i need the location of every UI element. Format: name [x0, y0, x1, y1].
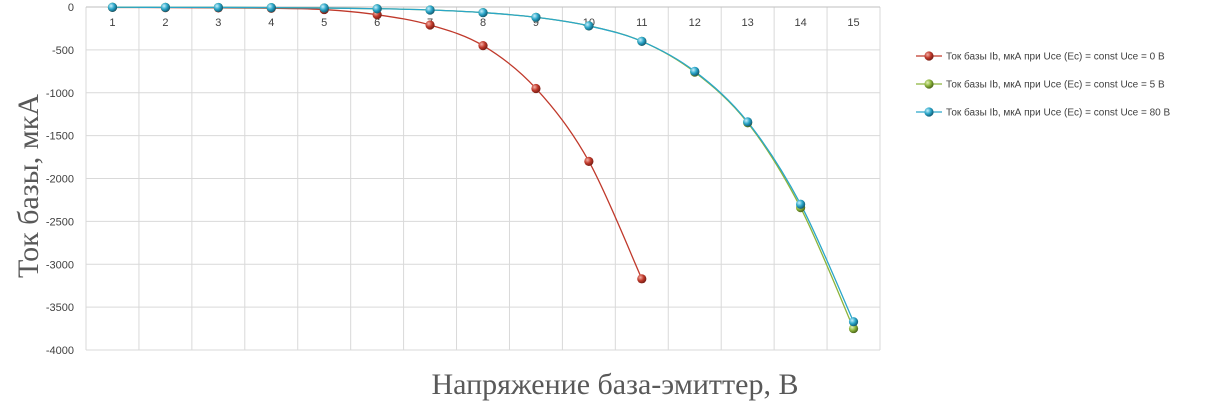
legend-entry-label: Ток базы Ib, мкА при Uce (Ec) = const Uc… [946, 79, 1165, 91]
legend-entry-label: Ток базы Ib, мкА при Uce (Ec) = const Uc… [946, 107, 1171, 119]
x-tick-label: 6 [374, 17, 380, 29]
data-point [531, 83, 541, 94]
legend-entry-label: Ток базы Ib, мкА при Uce (Ec) = const Uc… [946, 51, 1165, 63]
x-tick-label: 1 [109, 17, 115, 29]
data-point [796, 199, 806, 209]
legend-swatch-marker [924, 51, 934, 61]
y-tick-labels: 0 -500 -1000 -1500 -2000 -2500 -3000 -3500 -4000 [46, 2, 74, 357]
data-point [372, 4, 382, 14]
x-tick-label: 13 [742, 17, 754, 29]
data-point [848, 317, 859, 327]
series-line [112, 6, 855, 322]
series-line [112, 6, 855, 329]
data-point [584, 21, 594, 31]
x-axis-title: Напряжение база-эмиттер, В [432, 368, 799, 401]
x-tick-label: 4 [268, 17, 274, 29]
data-point [266, 3, 276, 13]
data-point [478, 40, 488, 51]
y-tick-label: -4000 [46, 345, 74, 357]
data-point [531, 12, 541, 22]
y-tick-label: -3000 [46, 259, 74, 271]
y-tick-label: -500 [52, 45, 74, 57]
y-tick-label: -1500 [46, 131, 74, 143]
data-point [690, 66, 700, 76]
data-point [425, 5, 435, 15]
y-tick-label: -1000 [46, 88, 74, 100]
x-tick-label: 9 [533, 17, 539, 29]
y-axis-title: Ток базы, мкА [12, 94, 45, 278]
x-tick-label: 5 [321, 17, 327, 29]
data-point [478, 7, 488, 18]
data-point [160, 2, 170, 12]
data-point [743, 117, 753, 127]
x-tick-label: 12 [689, 17, 701, 29]
series-layer [107, 2, 859, 334]
y-tick-label: -3500 [46, 302, 74, 314]
y-tick-label: -2500 [46, 216, 74, 228]
data-point [213, 2, 223, 13]
grid [85, 6, 881, 351]
data-point [319, 3, 329, 13]
data-point [584, 156, 594, 166]
x-tick-label: 8 [480, 17, 486, 29]
y-tick-label: -2000 [46, 174, 74, 186]
y-tick-label: 0 [68, 2, 74, 14]
data-point [425, 20, 435, 30]
x-tick-label: 2 [162, 17, 168, 29]
x-tick-label: 15 [847, 17, 859, 29]
x-tick-label: 11 [636, 17, 647, 29]
data-point [107, 2, 118, 12]
data-point [637, 274, 647, 284]
x-tick-label: 14 [794, 17, 806, 29]
legend-swatch-marker [924, 107, 934, 117]
x-tick-label: 3 [215, 17, 221, 29]
legend: Ток базы Ib, мкА при Uce (Ec) = const Uc… [916, 51, 1171, 119]
data-point [848, 323, 859, 334]
x-tick-labels: 123456789101112131415 [109, 17, 859, 29]
legend-swatch-marker [924, 79, 934, 89]
data-point [637, 36, 647, 46]
